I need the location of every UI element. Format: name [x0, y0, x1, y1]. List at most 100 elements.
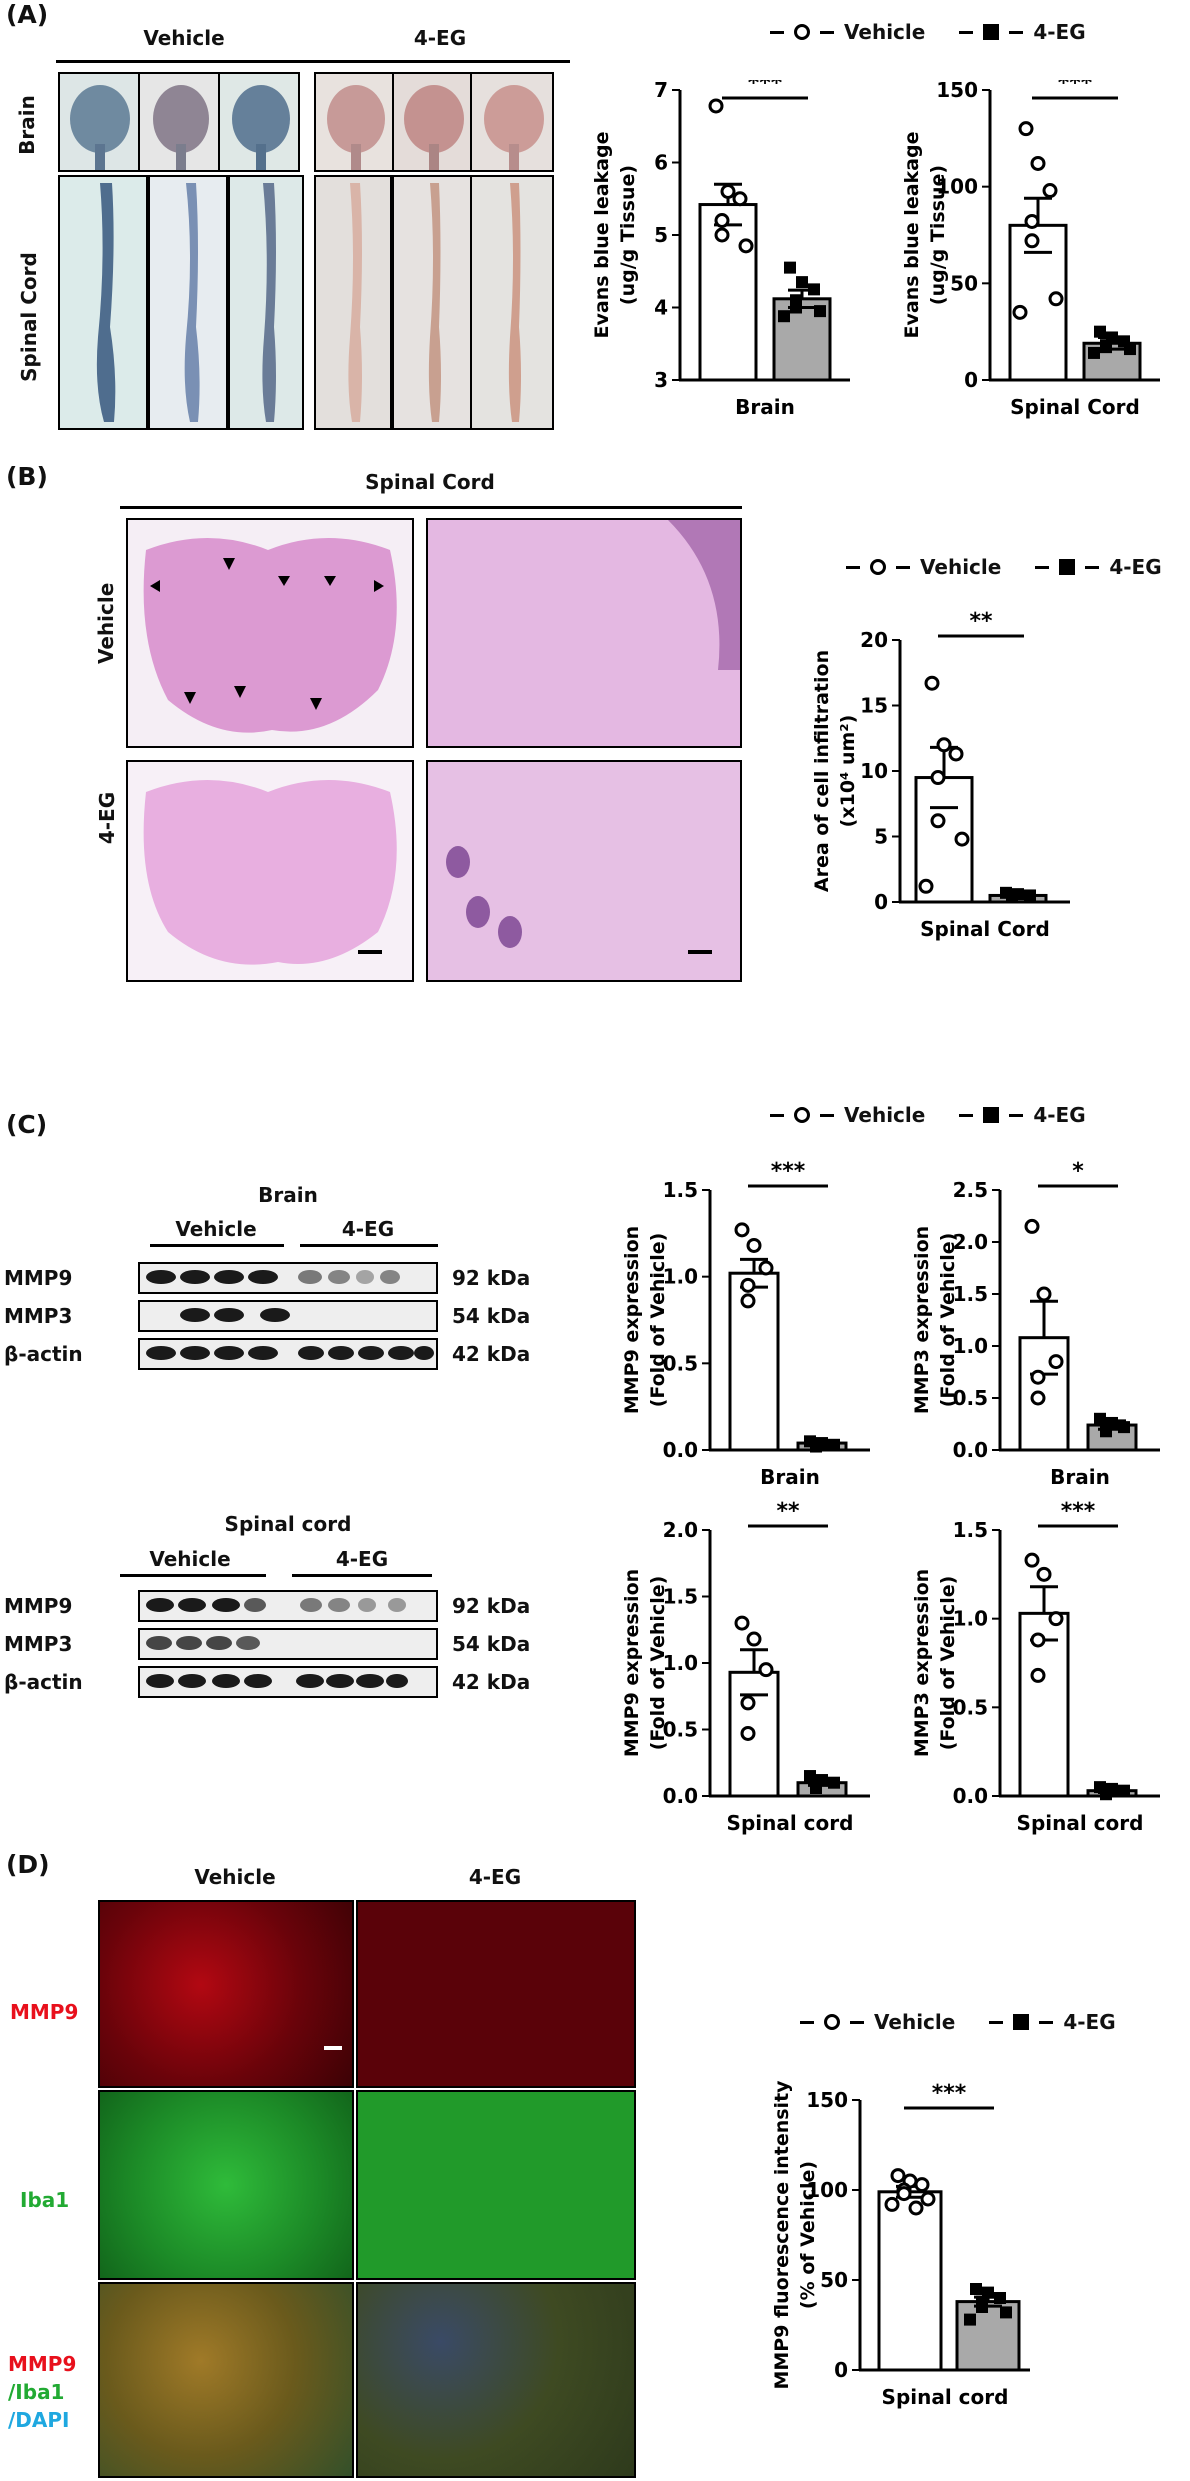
- data-point-vehicle: [746, 1631, 762, 1647]
- data-point-vehicle: [740, 1293, 756, 1309]
- y-tick-label: 50: [950, 271, 978, 295]
- panel-b-bracket: [120, 506, 742, 509]
- data-point-4eg: [970, 2283, 982, 2295]
- panel-d-vehicle-header: Vehicle: [194, 1865, 276, 1889]
- data-point-vehicle: [758, 1662, 774, 1678]
- data-point-vehicle: [914, 2177, 930, 2193]
- legend-4eg-label: 4-EG: [1109, 555, 1162, 579]
- panel-b-4eg-label: 4-EG: [95, 791, 119, 845]
- photo-spinal-4eg-3: [470, 175, 554, 430]
- chart-b-cell-infiltration: 0 5 10 15 20 Area of cell infiltration (x10⁴ u…: [811, 610, 1070, 941]
- panel-a-legend: Vehicle 4-EG: [770, 20, 1086, 44]
- data-point-vehicle: [930, 770, 946, 786]
- chart-c-spinal-mmp3: 0.0 0.5 1.0 1.5 MMP3 expression (Fold of Vehi…: [911, 1500, 1160, 1835]
- data-point-vehicle: [918, 878, 934, 894]
- panel-c-label: (C): [6, 1110, 48, 1139]
- panel-a-brain-label: Brain: [15, 95, 39, 155]
- y-tick-label: 0: [874, 890, 888, 914]
- y-tick-label: 0.0: [953, 1784, 988, 1808]
- if-merge-4eg: [356, 2282, 636, 2478]
- data-point-4eg: [1024, 889, 1036, 902]
- panel-a-4eg-bracket: [312, 60, 570, 63]
- blot-spinal-kda-mmp9: 92 kDa: [452, 1594, 531, 1618]
- data-point-vehicle: [1030, 1632, 1046, 1648]
- if-merge-vehicle: [98, 2282, 354, 2478]
- data-point-4eg: [1100, 341, 1112, 354]
- open-circle-icon: [794, 1107, 810, 1123]
- filled-square-icon: [983, 1107, 1000, 1123]
- y-tick-label: 0.0: [953, 1438, 988, 1462]
- y-tick-label: 1.0: [953, 1334, 988, 1358]
- blot-brain-title: Brain: [258, 1183, 318, 1207]
- chart-c-brain-mmp3: 0.0 0.5 1.0 1.5 2.0 2.5 MMP3 expression (Fold o…: [911, 1160, 1160, 1489]
- x-axis-label: Spinal Cord: [920, 917, 1050, 941]
- histology-4eg-high: [426, 760, 742, 982]
- panel-a-4eg-header: 4-EG: [413, 26, 467, 50]
- y-tick-label: 5: [654, 223, 668, 247]
- y-axis-label: MMP9 fluorescence intensity: [771, 2080, 793, 2390]
- y-tick-label: 0.5: [663, 1351, 698, 1375]
- y-axis-label: MMP9 expression: [621, 1226, 643, 1414]
- photo-brain-vehicle-1: [58, 72, 140, 172]
- scale-bar: [358, 950, 382, 954]
- y-tick-label: 3: [654, 368, 668, 392]
- data-point-vehicle: [1048, 1354, 1064, 1370]
- chart-c-brain-mmp9: 0.0 0.5 1.0 1.5 MMP9 expression (Fold of Vehi…: [621, 1160, 870, 1489]
- y-axis-label: Area of cell infiltration: [811, 650, 833, 892]
- data-point-4eg: [1006, 890, 1018, 903]
- blot-brain-4eg-bracket: [300, 1244, 438, 1247]
- y-tick-label: 10: [860, 759, 888, 783]
- blot-brain-actin-band: [138, 1338, 438, 1370]
- blot-spinal-row-actin: β-actin: [4, 1670, 83, 1694]
- blot-spinal-vehicle-bracket: [120, 1574, 266, 1577]
- data-point-vehicle: [954, 831, 970, 847]
- y-axis-label: (Fold of Vehicle): [937, 1233, 959, 1408]
- open-circle-icon: [870, 559, 886, 575]
- significance-label: ***: [748, 80, 783, 96]
- y-tick-label: 1.5: [663, 1585, 698, 1609]
- y-tick-label: 1.5: [953, 1518, 988, 1542]
- data-point-4eg: [796, 276, 808, 289]
- data-point-vehicle: [1018, 121, 1034, 137]
- blot-brain-kda-mmp3: 54 kDa: [452, 1304, 531, 1328]
- significance-label: *: [1072, 1160, 1084, 1184]
- data-point-vehicle: [1030, 1390, 1046, 1406]
- y-axis-label: (% of Vehicle): [797, 2161, 819, 2309]
- blot-spinal-4eg-header: 4-EG: [335, 1547, 389, 1571]
- data-point-vehicle: [884, 2196, 900, 2212]
- data-point-4eg: [1088, 346, 1100, 359]
- data-point-vehicle: [1048, 291, 1064, 307]
- data-point-4eg: [828, 1438, 840, 1451]
- x-axis-label: Brain: [760, 1465, 820, 1489]
- photo-spinal-vehicle-2: [148, 175, 228, 430]
- filled-square-icon: [1059, 559, 1076, 575]
- data-point-4eg: [1118, 1784, 1130, 1797]
- data-point-4eg: [790, 301, 802, 314]
- y-tick-label: 4: [654, 296, 668, 320]
- chart-a-brain: 3 4 5 6 7 Evans blue leakage (ug/g Tissue) Brai…: [591, 80, 850, 419]
- blot-brain-mmp9-band: [138, 1262, 438, 1294]
- data-point-vehicle: [720, 184, 736, 199]
- blot-spinal-kda-actin: 42 kDa: [452, 1670, 531, 1694]
- blot-spinal-actin-band: [138, 1666, 438, 1698]
- significance-label: ***: [1058, 80, 1093, 96]
- data-point-vehicle: [738, 238, 754, 254]
- panel-d-4eg-header: 4-EG: [468, 1865, 522, 1889]
- data-point-vehicle: [1024, 233, 1040, 249]
- photo-spinal-4eg-2: [392, 175, 472, 430]
- panel-b-legend: Vehicle 4-EG: [846, 555, 1162, 579]
- data-point-4eg: [1094, 1412, 1106, 1425]
- legend-vehicle-label: Vehicle: [844, 1103, 926, 1127]
- data-point-4eg: [1100, 1425, 1112, 1438]
- y-axis-label: (Fold of Vehicle): [647, 1233, 669, 1408]
- y-tick-label: 0.5: [953, 1386, 988, 1410]
- y-tick-label: 0.0: [663, 1438, 698, 1462]
- blot-spinal-kda-mmp3: 54 kDa: [452, 1632, 531, 1656]
- x-axis-label: Spinal cord: [1017, 1811, 1144, 1835]
- y-axis-label: (Fold of Vehicle): [937, 1576, 959, 1751]
- data-point-vehicle: [1048, 1611, 1064, 1627]
- filled-square-icon: [983, 24, 1000, 40]
- y-axis-label: (Fold of Vehicle): [647, 1576, 669, 1751]
- data-point-4eg: [964, 2313, 976, 2326]
- y-tick-label: 1.0: [953, 1607, 988, 1631]
